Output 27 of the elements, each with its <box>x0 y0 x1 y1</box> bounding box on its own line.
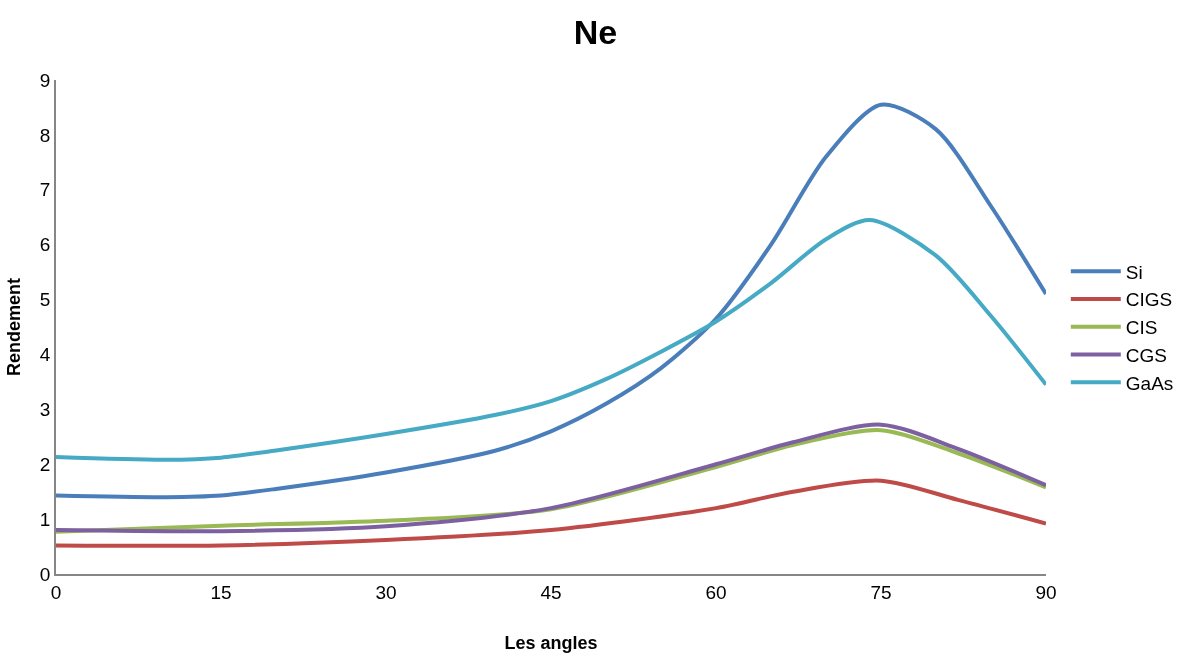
x-tick-label: 75 <box>870 581 892 603</box>
y-tick-label: 7 <box>39 179 51 201</box>
y-tick-label: 8 <box>39 124 51 146</box>
y-tick-label: 5 <box>39 289 51 311</box>
y-tick-label: 0 <box>39 563 51 585</box>
x-tick-label: 15 <box>210 581 232 603</box>
x-tick-label: 90 <box>1035 581 1057 603</box>
chart-title: Ne <box>573 12 618 51</box>
y-tick-label: 4 <box>39 344 51 366</box>
x-tick-label: 30 <box>375 581 397 603</box>
line-series <box>56 478 1046 548</box>
y-tick-label: 6 <box>39 234 51 256</box>
legend-label: CGS <box>1125 344 1167 366</box>
x-tick-label: 60 <box>705 581 727 603</box>
y-axis-title: Rendement <box>3 277 24 377</box>
legend-label: Si <box>1125 261 1143 283</box>
line-series <box>56 102 1046 500</box>
line-series <box>56 217 1046 462</box>
y-tick-label: 2 <box>39 453 51 475</box>
legend-label: GaAs <box>1125 372 1174 394</box>
legend-label: CIS <box>1125 317 1158 339</box>
y-tick-label: 3 <box>39 398 51 420</box>
x-tick-label: 45 <box>540 581 562 603</box>
x-axis-title: Les angles <box>504 633 598 654</box>
legend-label: CIGS <box>1125 289 1173 311</box>
y-tick-label: 1 <box>39 508 51 530</box>
y-tick-label: 9 <box>39 69 51 91</box>
